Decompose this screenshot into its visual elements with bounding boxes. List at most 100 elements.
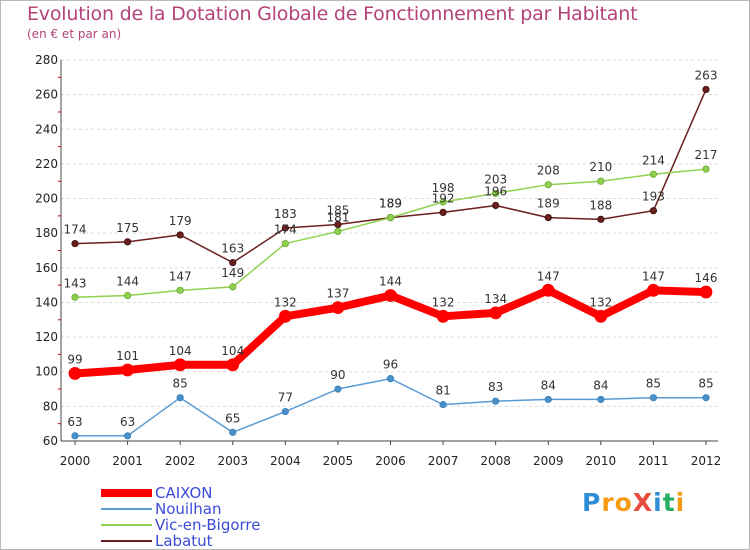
series-caixon	[68, 283, 713, 380]
data-point	[492, 397, 500, 405]
data-point	[123, 432, 132, 440]
data-label: 63	[120, 415, 135, 429]
data-point	[597, 395, 605, 404]
data-label: 193	[642, 190, 665, 204]
y-axis-ticks: 60 80 100 120 140 160 180 200 220 240 260 280	[35, 53, 58, 448]
data-label: 90	[330, 368, 345, 382]
plot-area	[61, 60, 718, 441]
data-point	[594, 309, 608, 323]
x-tick-label: 2002	[165, 454, 196, 468]
axes	[58, 60, 718, 445]
data-point	[176, 231, 184, 239]
y-tick-label: 80	[43, 399, 58, 413]
series-vic-en-bigorre	[71, 165, 710, 301]
data-label: 84	[541, 378, 556, 392]
data-point	[439, 401, 447, 409]
data-label: 132	[589, 295, 612, 309]
data-point	[123, 238, 132, 246]
data-point	[436, 309, 450, 323]
y-tick-label: 100	[35, 365, 58, 379]
data-label: 84	[593, 378, 608, 392]
data-label: 144	[379, 275, 402, 289]
chart-subtitle: (en € et par an)	[27, 27, 122, 41]
data-label: 104	[169, 344, 192, 358]
logo-letter: o	[614, 488, 633, 517]
data-label: 183	[274, 207, 297, 221]
data-label: 96	[383, 358, 398, 372]
logo-letter: r	[601, 488, 615, 517]
x-tick-label: 2004	[270, 454, 301, 468]
data-point	[331, 301, 345, 315]
legend-label-nouilhan: Nouilhan	[155, 500, 221, 518]
x-tick-label: 2005	[323, 454, 354, 468]
data-label: 143	[64, 276, 87, 290]
y-tick-label: 240	[35, 122, 58, 136]
data-label: 185	[326, 204, 349, 218]
data-label: 263	[695, 68, 718, 82]
data-point	[702, 394, 710, 402]
x-tick-label: 2000	[60, 454, 91, 468]
data-point	[439, 208, 447, 216]
data-label: 81	[435, 384, 450, 398]
data-label: 217	[695, 148, 718, 162]
data-point	[229, 259, 237, 267]
data-label: 196	[484, 184, 507, 198]
data-label: 188	[589, 198, 612, 212]
data-point	[699, 285, 713, 299]
data-label: 144	[116, 275, 139, 289]
x-tick-label: 2008	[480, 454, 511, 468]
data-point	[71, 239, 79, 248]
x-tick-label: 2012	[691, 454, 722, 468]
data-point	[492, 201, 500, 210]
x-tick-label: 2011	[638, 454, 669, 468]
data-label: 147	[537, 269, 560, 283]
legend-label-caixon: CAIXON	[155, 484, 213, 502]
y-tick-label: 260	[35, 88, 58, 102]
data-point	[281, 224, 289, 232]
data-point	[439, 198, 447, 206]
data-point	[702, 85, 710, 94]
data-label: 132	[274, 295, 297, 309]
y-tick-label: 60	[43, 434, 58, 448]
data-point	[386, 213, 395, 222]
data-label: 175	[116, 221, 139, 235]
data-label: 189	[379, 197, 402, 211]
data-label: 101	[116, 349, 139, 363]
data-point	[544, 213, 552, 222]
data-point	[386, 375, 395, 383]
data-label: 174	[274, 223, 297, 237]
y-tick-label: 200	[35, 192, 58, 206]
data-point	[384, 289, 397, 302]
data-label: 163	[221, 242, 244, 256]
data-label: 146	[695, 271, 718, 285]
data-point	[68, 367, 82, 380]
proxiti-logo: ProXiti	[582, 488, 685, 517]
data-label: 179	[169, 214, 192, 228]
data-point	[176, 286, 184, 294]
data-point	[121, 363, 134, 377]
data-label: 65	[225, 411, 240, 425]
data-label: 132	[432, 295, 455, 309]
data-label: 99	[67, 352, 82, 366]
data-point	[229, 283, 237, 291]
data-point	[702, 165, 710, 173]
data-point	[597, 177, 605, 185]
data-label: 147	[642, 269, 665, 283]
x-tick-label: 2010	[586, 454, 617, 468]
data-label: 134	[484, 292, 507, 306]
data-point	[226, 358, 240, 372]
data-point	[123, 291, 132, 300]
data-point	[229, 428, 237, 436]
data-label: 189	[537, 197, 560, 211]
data-point	[597, 215, 605, 223]
chart-title: Evolution de la Dotation Globale de Fonc…	[27, 3, 638, 25]
data-label: 149	[221, 266, 244, 280]
data-point	[544, 395, 552, 404]
data-labels: 174 175 179 163 183 185 189 192 196 189 188 193 263 1…	[64, 68, 718, 428]
data-label: 104	[221, 344, 244, 358]
data-point	[649, 207, 658, 215]
data-label: 137	[326, 287, 349, 301]
logo-letter: t	[662, 488, 676, 517]
data-point	[541, 283, 555, 297]
data-point	[489, 306, 503, 320]
